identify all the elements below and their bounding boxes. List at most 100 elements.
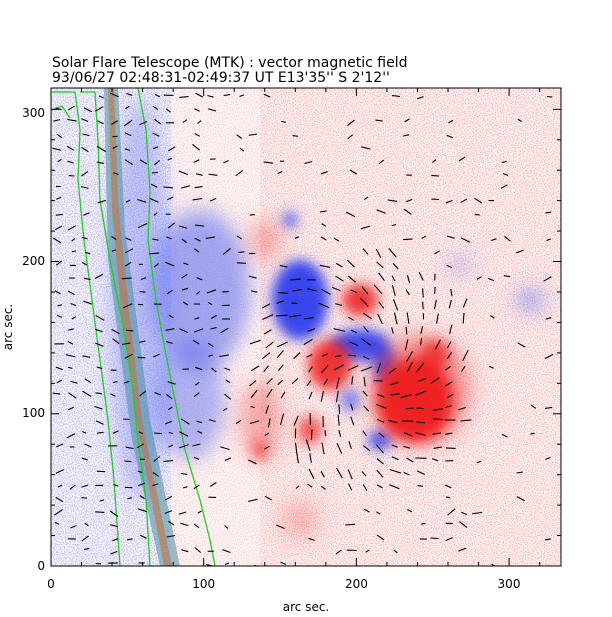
field-vector (54, 509, 63, 516)
field-vector (125, 237, 132, 241)
field-vector (373, 380, 383, 382)
field-vector (403, 238, 413, 241)
field-vector (210, 327, 217, 330)
field-vector (165, 340, 173, 344)
field-vector (417, 485, 424, 487)
field-vector (167, 157, 173, 161)
field-vector (192, 197, 203, 201)
field-vector (250, 389, 258, 399)
field-vector (277, 292, 289, 294)
field-vector (124, 353, 133, 359)
field-vector (94, 328, 103, 333)
field-vector (68, 406, 74, 411)
field-vector (391, 284, 396, 297)
field-vector (458, 547, 467, 552)
field-vector (95, 315, 105, 321)
field-vector (345, 211, 356, 218)
field-vector (375, 248, 382, 258)
field-vector (223, 160, 229, 164)
field-vector (294, 236, 300, 239)
field-vector (275, 524, 285, 530)
field-vector (403, 208, 412, 215)
field-vector (167, 381, 176, 385)
y-axis-label: arc sec. (1, 304, 15, 350)
field-vector (70, 525, 77, 529)
field-vector (194, 547, 202, 553)
field-vector (112, 338, 120, 345)
field-vector (320, 390, 325, 402)
field-vector (517, 342, 526, 348)
field-vector (263, 329, 272, 335)
field-vector (391, 327, 394, 334)
field-vector (378, 432, 385, 438)
field-vector (458, 406, 467, 411)
field-vector (181, 238, 188, 244)
field-vector (335, 390, 339, 403)
field-vector (361, 146, 371, 150)
field-vector (292, 135, 299, 137)
field-vector (445, 365, 452, 371)
field-vector (296, 452, 299, 464)
field-vector (137, 222, 148, 229)
field-vector (124, 460, 132, 463)
field-vector (293, 352, 301, 360)
field-vector (389, 484, 400, 490)
field-vector (124, 148, 131, 151)
y-tick-label: 0 (37, 559, 45, 573)
x-tick-label: 0 (47, 577, 55, 591)
field-vector (55, 107, 62, 111)
field-vector (251, 290, 258, 293)
field-vector (208, 419, 216, 423)
field-vector (81, 236, 88, 240)
vector-field (52, 92, 554, 566)
field-vector (321, 223, 327, 227)
field-vector (406, 407, 414, 410)
field-vector (416, 362, 425, 373)
field-vector (96, 366, 103, 370)
field-vector (125, 446, 134, 450)
field-vector (400, 394, 412, 399)
field-vector (348, 441, 352, 450)
field-vector (222, 407, 228, 412)
field-vector (224, 367, 231, 371)
field-vector (207, 94, 214, 98)
field-vector (67, 118, 77, 122)
field-vector (67, 225, 77, 231)
field-vector (206, 289, 217, 294)
field-vector (67, 145, 75, 151)
green-contours (51, 88, 216, 566)
field-vector (387, 199, 398, 202)
field-vector (448, 299, 452, 309)
field-vector (277, 170, 283, 174)
field-vector (183, 486, 188, 489)
field-vector (194, 328, 204, 333)
field-vector (139, 291, 146, 293)
field-vector (81, 484, 89, 488)
field-vector (112, 430, 119, 434)
field-vector (418, 271, 424, 281)
field-vector (461, 365, 466, 372)
field-vector (222, 247, 231, 255)
field-vector (448, 119, 454, 124)
field-vector (376, 511, 381, 515)
field-vector (127, 538, 133, 541)
field-vector (391, 275, 396, 282)
field-vector (362, 484, 368, 491)
field-vector (183, 262, 189, 266)
field-vector (193, 523, 200, 529)
field-vector (416, 421, 425, 424)
field-vector (276, 300, 284, 304)
field-vector (334, 354, 342, 358)
field-vector (248, 275, 257, 279)
field-vector (350, 416, 355, 426)
field-vector (377, 313, 383, 325)
field-vector (182, 301, 189, 306)
field-vector (433, 418, 443, 421)
field-vector (140, 534, 147, 539)
field-vector (263, 161, 274, 164)
field-vector (348, 316, 355, 321)
field-vector (276, 341, 288, 348)
field-vector (165, 261, 175, 267)
field-vector (444, 484, 452, 489)
